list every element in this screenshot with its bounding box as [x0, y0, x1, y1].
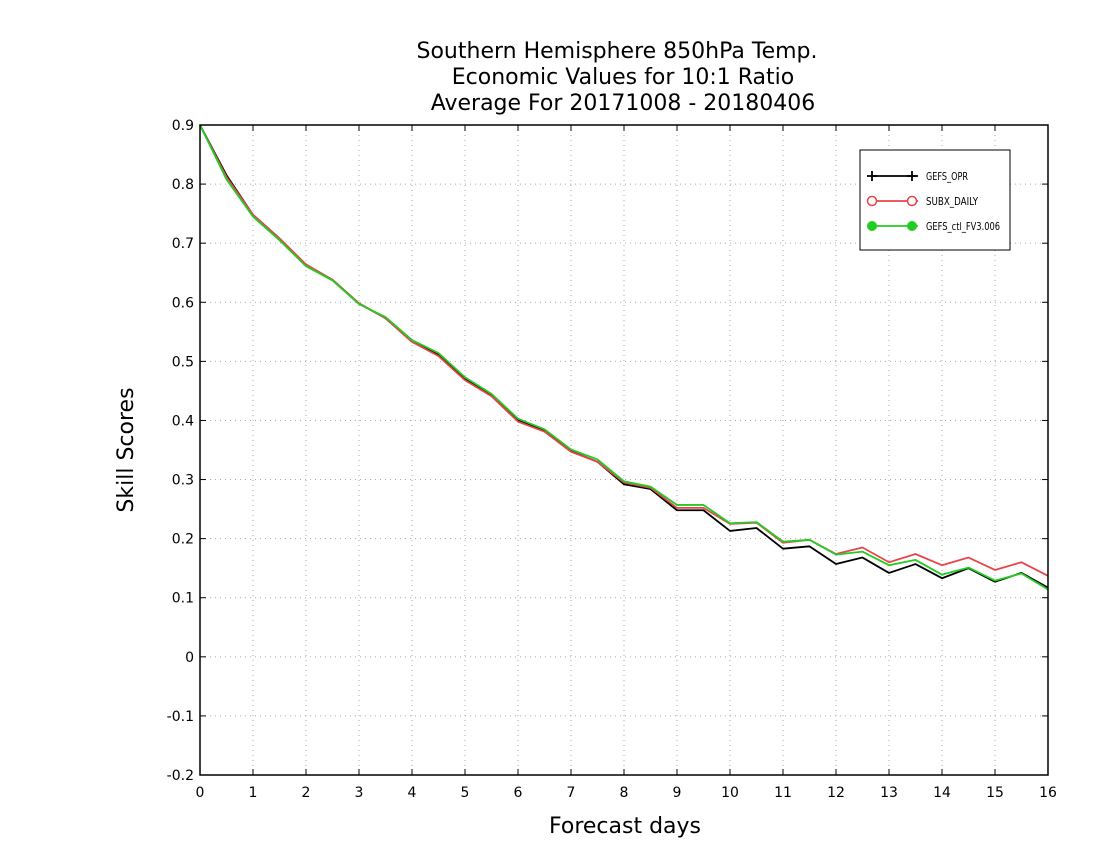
x-axis-ticks: 0 1 2 3 4 5 6 7 8 9 10 11 12 13 14 15 16 [196, 125, 1057, 801]
x-axis-title: Forecast days [549, 814, 701, 839]
x-tick-label: 8 [620, 785, 629, 801]
x-tick-label: 6 [514, 785, 523, 801]
x-tick-label: 16 [1039, 785, 1057, 801]
title-line-3: Average For 20171008 - 20180406 [431, 91, 816, 116]
y-tick-label: 0.6 [172, 295, 194, 311]
x-tick-label: 11 [774, 785, 792, 801]
legend-label-1: SUBX_DAILY [926, 195, 979, 208]
series-lines [199, 124, 1049, 591]
y-tick-label: -0.2 [167, 768, 194, 784]
y-tick-label: 0.8 [172, 177, 194, 193]
x-tick-label: 1 [249, 785, 258, 801]
chart-title: Southern Hemisphere 850hPa Temp. Economi… [417, 39, 818, 116]
legend-marker [867, 221, 877, 231]
title-line-1: Southern Hemisphere 850hPa Temp. [417, 39, 818, 64]
x-tick-label: 2 [302, 785, 311, 801]
y-axis-ticks: 0.9 0.8 0.7 0.6 0.5 0.4 0.3 0.2 0.1 0 -0.1 -0.2 [167, 118, 1048, 784]
x-tick-label: 15 [986, 785, 1004, 801]
y-axis-title: Skill Scores [114, 387, 139, 512]
legend-marker [866, 195, 878, 207]
x-tick-label: 5 [461, 785, 470, 801]
y-tick-label: -0.1 [167, 709, 194, 725]
x-tick-label: 3 [355, 785, 364, 801]
y-tick-label: 0.5 [172, 354, 194, 370]
legend-marker [907, 221, 917, 231]
x-tick-label: 9 [673, 785, 682, 801]
y-tick-label: 0.1 [172, 591, 194, 607]
x-tick-label: 0 [196, 785, 205, 801]
x-tick-label: 7 [567, 785, 576, 801]
y-tick-label: 0 [185, 650, 194, 666]
x-tick-label: 4 [408, 785, 417, 801]
series-line-2 [199, 124, 1049, 591]
y-tick-label: 0.2 [172, 532, 194, 548]
legend-marker [906, 195, 918, 207]
legend-label-0: GEFS_OPR [926, 170, 968, 183]
y-tick-label: 0.3 [172, 473, 194, 489]
x-tick-label: 12 [827, 785, 845, 801]
x-tick-label: 10 [721, 785, 739, 801]
x-tick-label: 13 [880, 785, 898, 801]
legend-label-2: GEFS_ctl_FV3.006 [926, 220, 1000, 233]
legend: GEFS_OPR SUBX_DAILY GEFS_ctl_FV3.006 [859, 149, 1011, 251]
legend-box [859, 149, 1011, 251]
title-line-2: Economic Values for 10:1 Ratio [452, 65, 794, 90]
y-tick-label: 0.7 [172, 236, 194, 252]
y-tick-label: 0.9 [172, 118, 194, 134]
y-tick-label: 0.4 [172, 413, 194, 429]
x-tick-label: 14 [933, 785, 951, 801]
